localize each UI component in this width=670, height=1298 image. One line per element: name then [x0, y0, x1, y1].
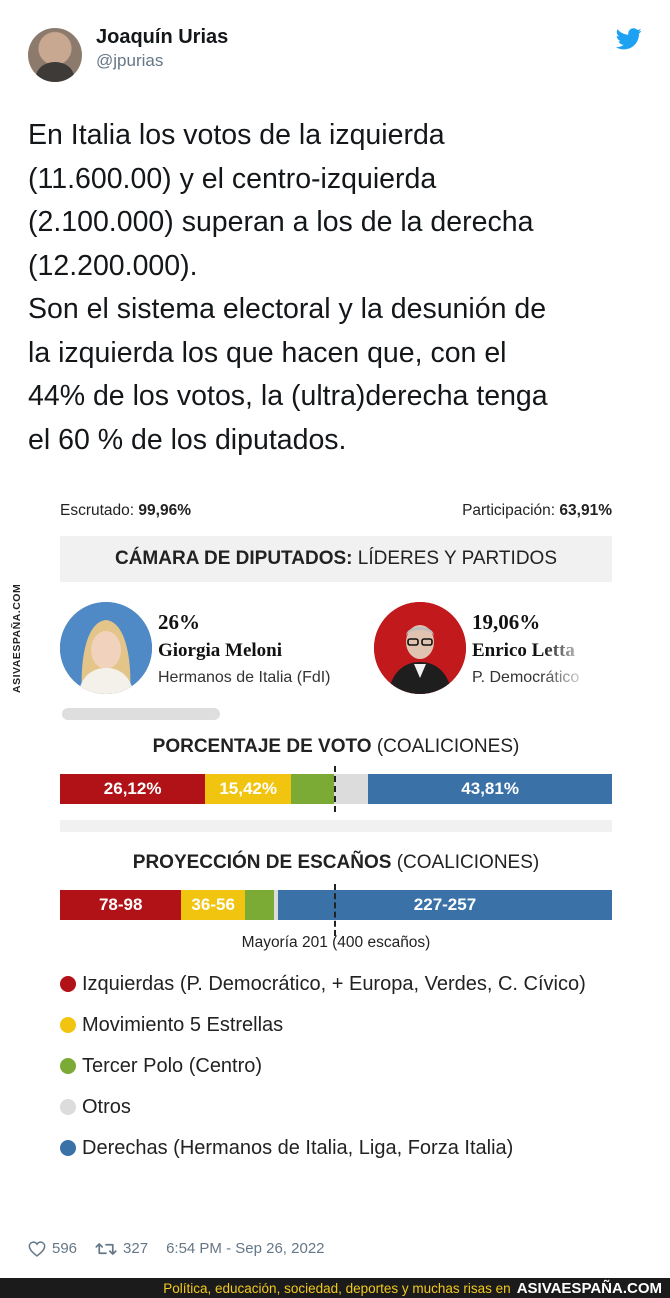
- vote-segment-derechas: 43,81%: [368, 774, 612, 804]
- legend-item-derechas: Derechas (Hermanos de Italia, Liga, Forz…: [60, 1134, 612, 1162]
- leader-party-meloni: Hermanos de Italia (FdI): [158, 669, 331, 686]
- tweet-text-line: (12.200.000).: [28, 249, 198, 282]
- retweet-icon[interactable]: [95, 1241, 117, 1257]
- seats-segment-izquierdas: 78-98: [60, 890, 182, 920]
- escrutado-label: Escrutado:: [60, 502, 135, 519]
- legend-label-izquierdas: Izquierdas (P. Democrático, + Europa, Ve…: [82, 973, 586, 995]
- camara-title-rest: LÍDERES Y PARTIDOS: [357, 548, 557, 569]
- seats-projection-bar: 78-98 36-56 227-257: [60, 890, 612, 920]
- letta-portrait-icon: [374, 602, 466, 694]
- tweet-text-line: el 60 % de los diputados.: [28, 423, 347, 456]
- participacion-label: Participación:: [462, 502, 556, 519]
- legend-dot-izquierdas: [60, 976, 76, 992]
- carousel-scrollbar[interactable]: [62, 708, 220, 720]
- vote-segment-m5s: 15,42%: [205, 774, 292, 804]
- tweet-text-line: Son el sistema electoral y la desunión d…: [28, 293, 547, 325]
- like-count[interactable]: 596: [52, 1240, 78, 1257]
- seats-majority-line: [334, 884, 336, 936]
- legend-item-otros: Otros: [60, 1093, 612, 1121]
- seats-segment-tercer-polo: [244, 890, 274, 920]
- heart-icon[interactable]: [28, 1240, 46, 1257]
- seats-segment-otros: [273, 890, 278, 920]
- tweet-footer: 596 327 6:54 PM - Sep 26, 2022: [28, 1240, 325, 1257]
- display-name[interactable]: Joaquín Urias: [96, 26, 229, 48]
- seats-title: PROYECCIÓN DE ESCAÑOS (COALICIONES): [60, 852, 612, 874]
- legend: Izquierdas (P. Democrático, + Europa, Ve…: [60, 970, 612, 1175]
- legend-dot-derechas: [60, 1140, 76, 1156]
- legend-item-m5s: Movimiento 5 Estrellas: [60, 1011, 612, 1039]
- site-banner[interactable]: Política, educación, sociedad, deportes …: [0, 1278, 670, 1298]
- banner-brand[interactable]: ASIVAESPAÑA.COM: [516, 1279, 662, 1297]
- vote-bar-shadow: [60, 820, 612, 832]
- tweet-text-line: (2.100.000) superan a los de la derecha: [28, 206, 534, 238]
- meloni-portrait-icon: [60, 602, 152, 694]
- camara-title-band: [60, 536, 612, 582]
- avatar[interactable]: [28, 28, 82, 82]
- camara-title-bold: CÁMARA DE DIPUTADOS:: [114, 548, 353, 569]
- escrutado-stat: Escrutado: 99,96%: [60, 502, 191, 520]
- leader-photo-meloni[interactable]: [60, 602, 152, 694]
- tweet-text-line: (11.600.00) y el centro-izquierda: [28, 162, 437, 195]
- banner-slogan: Política, educación, sociedad, deportes …: [163, 1280, 511, 1296]
- election-graphic[interactable]: Escrutado: 99,96% Participación: 63,91% …: [36, 486, 636, 1202]
- leader-pct-meloni: 26%: [158, 610, 200, 634]
- seats-title-rest: (COALICIONES): [396, 852, 540, 873]
- leader-pct-letta: 19,06%: [472, 610, 541, 634]
- vote-segment-tercer-polo: [291, 774, 335, 804]
- participacion-stat: Participación: 63,91%: [462, 502, 612, 520]
- vote-title-rest: (COALICIONES): [376, 736, 520, 757]
- legend-dot-m5s: [60, 1017, 76, 1033]
- leader-photo-letta[interactable]: [374, 602, 466, 694]
- majority-label: Mayoría 201 (400 escaños): [241, 934, 431, 951]
- tweet-timestamp[interactable]: 6:54 PM - Sep 26, 2022: [166, 1240, 325, 1257]
- vote-majority-line: [334, 766, 336, 812]
- vote-share-bar: 26,12% 15,42% 43,81%: [60, 774, 612, 804]
- participacion-value: 63,91%: [559, 502, 612, 519]
- legend-label-derechas: Derechas (Hermanos de Italia, Liga, Forz…: [82, 1137, 514, 1159]
- tweet-header: Joaquín Urias @jpurias: [0, 0, 670, 100]
- leader-name-meloni: Giorgia Meloni: [158, 640, 283, 661]
- legend-dot-tercer-polo: [60, 1058, 76, 1074]
- tweet-text-line: 44% de los votos, la (ultra)derecha teng…: [28, 380, 548, 412]
- tweet-text-line: la izquierda los que hacen que, con el: [28, 336, 507, 369]
- retweet-count[interactable]: 327: [123, 1240, 149, 1257]
- camara-title: CÁMARA DE DIPUTADOS: LÍDERES Y PARTIDOS: [60, 548, 612, 570]
- legend-label-m5s: Movimiento 5 Estrellas: [82, 1014, 284, 1036]
- seats-segment-derechas: 227-257: [278, 890, 612, 920]
- vote-segment-izquierdas: 26,12%: [60, 774, 206, 804]
- legend-label-otros: Otros: [82, 1096, 131, 1118]
- vote-title: PORCENTAJE DE VOTO (COALICIONES): [60, 736, 612, 758]
- tweet-text: En Italia los votos de la izquierda (11.…: [28, 114, 648, 462]
- legend-label-tercer-polo: Tercer Polo (Centro): [82, 1055, 263, 1077]
- carousel-fade: [541, 626, 601, 696]
- legend-dot-otros: [60, 1099, 76, 1115]
- vote-segment-otros: [334, 774, 369, 804]
- user-handle[interactable]: @jpurias: [96, 51, 164, 70]
- escrutado-value: 99,96%: [138, 502, 191, 519]
- legend-item-izquierdas: Izquierdas (P. Democrático, + Europa, Ve…: [60, 970, 612, 998]
- twitter-bird-icon[interactable]: [616, 28, 642, 50]
- seats-segment-m5s: 36-56: [181, 890, 245, 920]
- side-watermark: ASIVAESPAÑA.COM: [6, 578, 28, 698]
- vote-title-bold: PORCENTAJE DE VOTO: [152, 736, 372, 757]
- legend-item-tercer-polo: Tercer Polo (Centro): [60, 1052, 612, 1080]
- seats-title-bold: PROYECCIÓN DE ESCAÑOS: [132, 852, 392, 873]
- tweet-text-line: En Italia los votos de la izquierda: [28, 119, 445, 151]
